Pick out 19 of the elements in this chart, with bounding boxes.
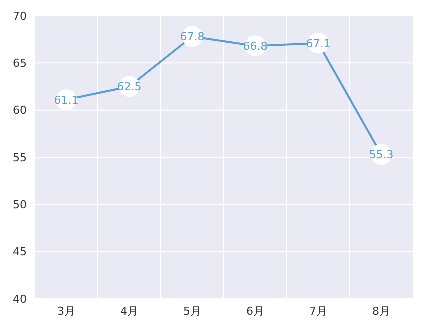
data-label: 67.1 <box>306 37 331 50</box>
y-tick-label: 45 <box>13 246 27 259</box>
x-tick-label: 5月 <box>184 304 202 318</box>
x-tick-label: 7月 <box>310 304 328 318</box>
y-tick-label: 55 <box>13 151 27 164</box>
data-label: 62.5 <box>117 80 142 94</box>
data-label: 66.8 <box>243 40 268 54</box>
data-label: 55.3 <box>369 148 394 162</box>
x-tick-label: 6月 <box>246 304 264 318</box>
x-tick-label: 4月 <box>120 304 138 318</box>
x-tick-label: 8月 <box>372 304 390 318</box>
y-tick-label: 70 <box>13 10 27 23</box>
data-label: 61.1 <box>54 94 79 107</box>
y-tick-label: 65 <box>13 57 27 70</box>
y-tick-label: 40 <box>13 292 27 306</box>
data-label: 67.8 <box>180 30 205 44</box>
y-tick-label: 50 <box>13 198 27 212</box>
x-tick-label: 3月 <box>58 304 76 318</box>
y-tick-label: 60 <box>13 104 27 118</box>
